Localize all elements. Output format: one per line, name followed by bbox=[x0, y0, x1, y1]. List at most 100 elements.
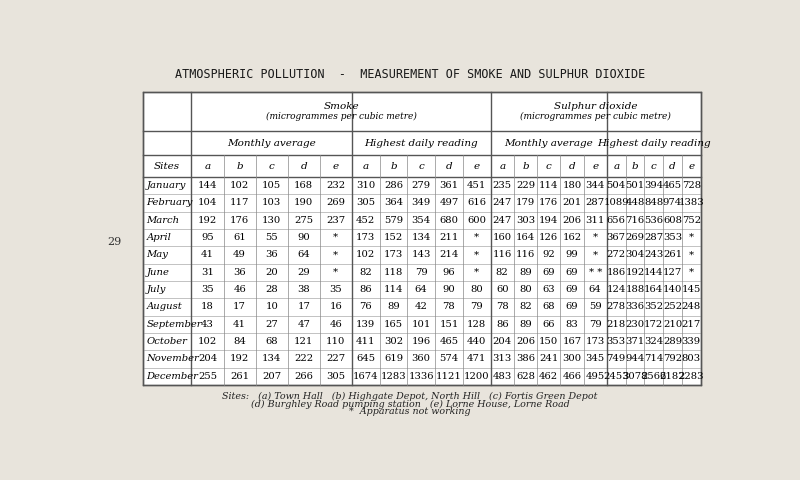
Text: 303: 303 bbox=[516, 216, 535, 225]
Text: December: December bbox=[146, 372, 198, 381]
Text: *: * bbox=[689, 251, 694, 259]
Text: 186: 186 bbox=[606, 268, 626, 277]
Text: 102: 102 bbox=[356, 251, 375, 259]
Text: 386: 386 bbox=[516, 354, 535, 363]
Text: 46: 46 bbox=[330, 320, 342, 329]
Text: 305: 305 bbox=[356, 198, 375, 207]
Text: 116: 116 bbox=[493, 251, 512, 259]
Text: 69: 69 bbox=[566, 285, 578, 294]
Text: 89: 89 bbox=[387, 302, 400, 312]
Text: 716: 716 bbox=[626, 216, 645, 225]
Text: 680: 680 bbox=[439, 216, 458, 225]
Text: 79: 79 bbox=[415, 268, 428, 277]
Text: *: * bbox=[334, 268, 338, 277]
Text: 352: 352 bbox=[644, 302, 663, 312]
Text: 36: 36 bbox=[234, 268, 246, 277]
Text: 121: 121 bbox=[294, 337, 314, 346]
Text: 217: 217 bbox=[682, 320, 701, 329]
Text: 126: 126 bbox=[539, 233, 558, 242]
Text: 76: 76 bbox=[359, 302, 372, 312]
Text: 600: 600 bbox=[467, 216, 486, 225]
Text: 59: 59 bbox=[589, 302, 602, 312]
Text: 118: 118 bbox=[384, 268, 403, 277]
Text: a: a bbox=[613, 162, 619, 171]
Text: 64: 64 bbox=[589, 285, 602, 294]
Text: 616: 616 bbox=[467, 198, 486, 207]
Text: 190: 190 bbox=[294, 198, 314, 207]
Text: 440: 440 bbox=[467, 337, 486, 346]
Text: 574: 574 bbox=[439, 354, 458, 363]
Text: 1674: 1674 bbox=[353, 372, 378, 381]
Text: b: b bbox=[390, 162, 397, 171]
Text: 3078: 3078 bbox=[622, 372, 648, 381]
Text: Monthly average: Monthly average bbox=[227, 139, 316, 147]
Text: 55: 55 bbox=[266, 233, 278, 242]
Text: 110: 110 bbox=[326, 337, 346, 346]
Text: b: b bbox=[632, 162, 638, 171]
Text: April: April bbox=[146, 233, 171, 242]
Text: 229: 229 bbox=[516, 181, 535, 190]
Text: d: d bbox=[569, 162, 575, 171]
Text: 143: 143 bbox=[411, 251, 431, 259]
Text: 134: 134 bbox=[262, 354, 282, 363]
Text: 211: 211 bbox=[439, 233, 458, 242]
Text: ATMOSPHERIC POLLUTION  -  MEASUREMENT OF SMOKE AND SULPHUR DIOXIDE: ATMOSPHERIC POLLUTION - MEASUREMENT OF S… bbox=[175, 68, 645, 81]
Text: 230: 230 bbox=[626, 320, 645, 329]
Text: 188: 188 bbox=[626, 285, 645, 294]
Text: 269: 269 bbox=[626, 233, 645, 242]
Text: 78: 78 bbox=[442, 302, 455, 312]
Text: 164: 164 bbox=[644, 285, 663, 294]
Text: 173: 173 bbox=[356, 233, 375, 242]
Text: 31: 31 bbox=[201, 268, 214, 277]
Text: * *: * * bbox=[589, 268, 602, 277]
Text: 69: 69 bbox=[566, 268, 578, 277]
Text: *: * bbox=[334, 233, 338, 242]
Text: 96: 96 bbox=[442, 268, 455, 277]
Text: 102: 102 bbox=[230, 181, 250, 190]
Text: 64: 64 bbox=[298, 251, 310, 259]
Text: 35: 35 bbox=[330, 285, 342, 294]
Text: 103: 103 bbox=[262, 198, 282, 207]
Text: 354: 354 bbox=[412, 216, 431, 225]
Text: *: * bbox=[474, 233, 479, 242]
Text: 194: 194 bbox=[539, 216, 558, 225]
Text: 99: 99 bbox=[566, 251, 578, 259]
Text: 176: 176 bbox=[230, 216, 249, 225]
Text: Highest daily reading: Highest daily reading bbox=[365, 139, 478, 147]
Text: 451: 451 bbox=[467, 181, 486, 190]
Text: 2182: 2182 bbox=[660, 372, 686, 381]
Text: e: e bbox=[688, 162, 694, 171]
Text: 173: 173 bbox=[384, 251, 403, 259]
Text: *  Apparatus not working: * Apparatus not working bbox=[349, 408, 471, 416]
Text: 608: 608 bbox=[663, 216, 682, 225]
Text: 82: 82 bbox=[496, 268, 509, 277]
Text: 17: 17 bbox=[233, 302, 246, 312]
Text: 207: 207 bbox=[262, 372, 282, 381]
Text: 465: 465 bbox=[663, 181, 682, 190]
Text: 1200: 1200 bbox=[464, 372, 490, 381]
Text: 176: 176 bbox=[539, 198, 558, 207]
Text: 749: 749 bbox=[606, 354, 626, 363]
Text: 248: 248 bbox=[682, 302, 701, 312]
Text: 41: 41 bbox=[233, 320, 246, 329]
Text: 130: 130 bbox=[262, 216, 282, 225]
Text: 78: 78 bbox=[496, 302, 509, 312]
Text: 204: 204 bbox=[493, 337, 512, 346]
Text: 172: 172 bbox=[644, 320, 663, 329]
Text: 247: 247 bbox=[493, 198, 512, 207]
Text: 83: 83 bbox=[566, 320, 578, 329]
Text: 728: 728 bbox=[682, 181, 701, 190]
Text: 311: 311 bbox=[586, 216, 605, 225]
Text: 79: 79 bbox=[470, 302, 483, 312]
Text: 266: 266 bbox=[294, 372, 313, 381]
Text: 192: 192 bbox=[198, 216, 217, 225]
Text: 1383: 1383 bbox=[678, 198, 704, 207]
Text: 411: 411 bbox=[356, 337, 375, 346]
Text: 41: 41 bbox=[201, 251, 214, 259]
Text: 36: 36 bbox=[266, 251, 278, 259]
Text: August: August bbox=[146, 302, 182, 312]
Text: 302: 302 bbox=[384, 337, 403, 346]
Text: *: * bbox=[689, 233, 694, 242]
Text: 714: 714 bbox=[644, 354, 663, 363]
Text: 579: 579 bbox=[384, 216, 403, 225]
